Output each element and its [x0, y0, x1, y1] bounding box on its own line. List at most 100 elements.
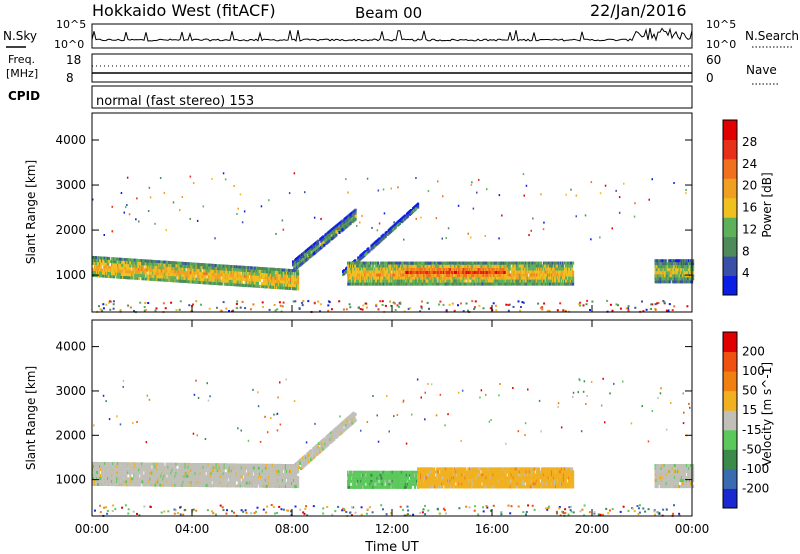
- heatmap-cell: [590, 181, 593, 184]
- freq-left-tick-top: 18: [66, 53, 81, 67]
- heatmap-cell: [92, 476, 95, 480]
- heatmap-cell: [319, 243, 322, 247]
- heatmap-cell: [128, 462, 131, 466]
- heatmap-cell: [680, 277, 684, 281]
- heatmap-cell: [163, 191, 166, 194]
- heatmap-cell: [504, 268, 507, 271]
- heatmap-cell: [347, 191, 349, 194]
- heatmap-cell: [382, 264, 385, 268]
- heatmap-cell: [447, 265, 451, 268]
- heatmap-cell: [383, 276, 386, 280]
- heatmap-cell: [235, 265, 238, 269]
- heatmap-cell: [346, 221, 349, 225]
- heatmap-cell: [172, 471, 175, 475]
- heatmap-cell: [445, 309, 448, 312]
- heatmap-cell: [668, 280, 671, 284]
- heatmap-cell: [504, 265, 507, 268]
- heatmap-cell: [104, 465, 107, 468]
- heatmap-cell: [137, 477, 140, 481]
- heatmap-cell: [125, 474, 128, 478]
- heatmap-cell: [437, 268, 440, 271]
- heatmap-cell: [136, 465, 139, 469]
- heatmap-cell: [483, 265, 486, 268]
- heatmap-cell: [467, 309, 469, 312]
- heatmap-cell: [176, 468, 179, 472]
- heatmap-cell: [330, 308, 333, 311]
- heatmap-cell: [508, 303, 511, 306]
- heatmap-cell: [174, 465, 177, 469]
- heatmap-cell: [522, 273, 525, 277]
- heatmap-cell: [518, 264, 521, 268]
- heatmap-cell: [146, 477, 149, 481]
- heatmap-cell: [143, 274, 146, 278]
- heatmap-cell: [328, 239, 331, 243]
- heatmap-cell: [185, 274, 188, 278]
- heatmap-cell: [415, 207, 418, 211]
- heatmap-cell: [565, 279, 568, 283]
- heatmap-cell: [97, 483, 100, 486]
- heatmap-cell: [692, 277, 695, 281]
- heatmap-cell: [178, 462, 181, 466]
- noise-left-tick-top: 10^5: [56, 18, 86, 31]
- heatmap-cell: [661, 280, 664, 284]
- heatmap-cell: [119, 257, 122, 261]
- heatmap-cell: [387, 276, 390, 280]
- heatmap-cell: [442, 195, 444, 198]
- heatmap-cell: [245, 266, 248, 270]
- heatmap-cell: [327, 309, 330, 312]
- heatmap-cell: [278, 301, 281, 304]
- heatmap-cell: [133, 477, 136, 481]
- heatmap-cell: [116, 471, 119, 475]
- heatmap-cell: [494, 282, 497, 286]
- heatmap-cell: [338, 300, 341, 303]
- heatmap-cell: [448, 303, 451, 306]
- heatmap-cell: [245, 272, 248, 276]
- heatmap-cell: [495, 309, 498, 312]
- heatmap-cell: [692, 268, 695, 272]
- heatmap-cell: [457, 204, 460, 207]
- heatmap-cell: [492, 302, 495, 305]
- heatmap-cell: [209, 263, 212, 267]
- heatmap-cell: [537, 302, 540, 305]
- heatmap-cell: [532, 261, 535, 265]
- heatmap-cell: [150, 477, 153, 481]
- heatmap-cell: [352, 282, 355, 286]
- heatmap-cell: [119, 465, 122, 469]
- heatmap-cell: [107, 262, 110, 266]
- heatmap-cell: [668, 303, 671, 306]
- range-tick-label: 3000: [55, 178, 86, 192]
- heatmap-cell: [297, 284, 300, 288]
- heatmap-cell: [281, 219, 284, 222]
- heatmap-cell: [281, 277, 285, 281]
- heatmap-cell: [236, 213, 238, 215]
- heatmap-cell: [441, 261, 444, 265]
- heatmap-cell: [661, 259, 664, 263]
- heatmap-cell: [245, 284, 248, 288]
- heatmap-cell: [685, 189, 687, 191]
- heatmap-cell: [566, 273, 569, 277]
- heatmap-cell: [261, 276, 264, 280]
- heatmap-cell: [486, 188, 488, 191]
- heatmap-cell: [496, 274, 499, 277]
- heatmap-cell: [525, 184, 528, 187]
- heatmap-cell: [270, 282, 274, 286]
- heatmap-cell: [311, 247, 314, 251]
- heatmap-cell: [402, 273, 405, 277]
- heatmap-cell: [519, 309, 522, 312]
- heatmap-cell: [157, 278, 160, 282]
- heatmap-cell: [451, 268, 454, 271]
- heatmap-cell: [641, 300, 643, 303]
- heatmap-cell: [403, 214, 406, 218]
- heatmap-cell: [256, 281, 259, 285]
- heatmap-cell: [651, 178, 653, 181]
- heatmap-cell: [465, 302, 468, 305]
- heatmap-cell: [101, 262, 104, 266]
- heatmap-cell: [453, 309, 456, 312]
- heatmap-cell: [382, 279, 385, 283]
- heatmap-cell: [362, 304, 365, 307]
- heatmap-cell: [250, 278, 253, 282]
- heatmap-cell: [515, 267, 518, 271]
- heatmap-cell: [200, 478, 203, 482]
- heatmap-cell: [474, 282, 477, 286]
